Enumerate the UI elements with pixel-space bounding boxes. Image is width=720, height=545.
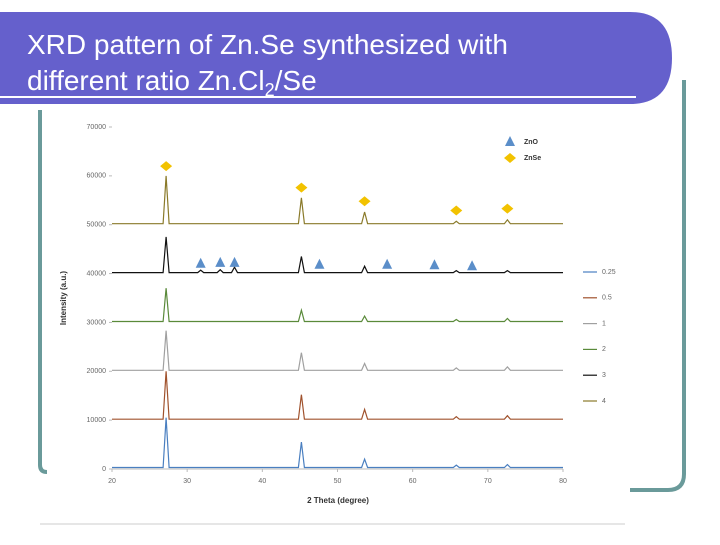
x-axis-title: 2 Theta (degree)	[307, 496, 369, 505]
marker-diamond	[295, 182, 308, 193]
marker-diamond	[160, 161, 173, 172]
marker-triangle	[229, 256, 240, 267]
legend-label: 4	[602, 398, 606, 405]
annotation-legend-label: ZnSe	[524, 155, 541, 162]
marker-triangle	[195, 257, 206, 268]
legend-label: 3	[602, 372, 606, 379]
title-line2: different ratio Zn.Cl2/Se	[27, 65, 317, 100]
marker-diamond	[450, 205, 463, 216]
y-tick-label: 0	[102, 466, 106, 473]
x-tick-label: 30	[183, 478, 191, 485]
x-tick-label: 70	[484, 478, 492, 485]
x-tick-label: 40	[258, 478, 266, 485]
marker-triangle	[429, 259, 440, 270]
x-tick-label: 60	[409, 478, 417, 485]
title-end: /Se	[275, 65, 317, 96]
y-tick-label: 60000	[87, 173, 107, 180]
title-line1: XRD pattern of Zn.Se synthesized with	[27, 29, 508, 60]
marker-diamond	[358, 196, 371, 207]
series-line	[112, 330, 563, 371]
y-tick-label: 30000	[87, 319, 107, 326]
series-line	[112, 236, 563, 274]
y-tick-label: 10000	[87, 417, 107, 424]
x-tick-label: 20	[108, 478, 116, 485]
x-tick-label: 80	[559, 478, 567, 485]
legend-label: 2	[602, 346, 606, 353]
marker-diamond	[504, 153, 516, 163]
frame-left	[38, 110, 48, 474]
annotation-legend-label: ZnO	[524, 139, 539, 146]
legend-label: 1	[602, 320, 606, 327]
marker-diamond	[501, 203, 514, 214]
legend-label: 0.25	[602, 269, 616, 276]
y-tick-label: 20000	[87, 368, 107, 375]
y-tick-label: 70000	[87, 124, 107, 131]
legend-label: 0.5	[602, 295, 612, 302]
series-line	[112, 175, 563, 225]
title-sub: 2	[265, 80, 275, 100]
title-text: different ratio Zn.Cl	[27, 65, 265, 96]
marker-triangle	[215, 256, 226, 267]
y-axis-title: Intensity (a.u.)	[59, 271, 68, 326]
y-tick-label: 40000	[87, 270, 107, 277]
marker-triangle	[467, 260, 478, 271]
series-line	[112, 417, 563, 469]
marker-triangle	[505, 136, 515, 146]
y-tick-label: 50000	[87, 222, 107, 229]
series-line	[112, 371, 563, 420]
series-line	[112, 288, 563, 323]
frame-right	[630, 80, 686, 492]
marker-triangle	[382, 258, 393, 269]
x-tick-label: 50	[334, 478, 342, 485]
title-bar	[0, 12, 672, 104]
marker-triangle	[314, 258, 325, 269]
